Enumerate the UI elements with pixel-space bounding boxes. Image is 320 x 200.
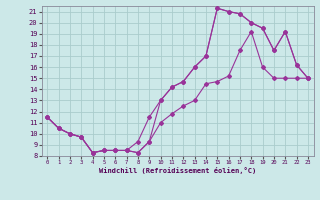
X-axis label: Windchill (Refroidissement éolien,°C): Windchill (Refroidissement éolien,°C) xyxy=(99,167,256,174)
